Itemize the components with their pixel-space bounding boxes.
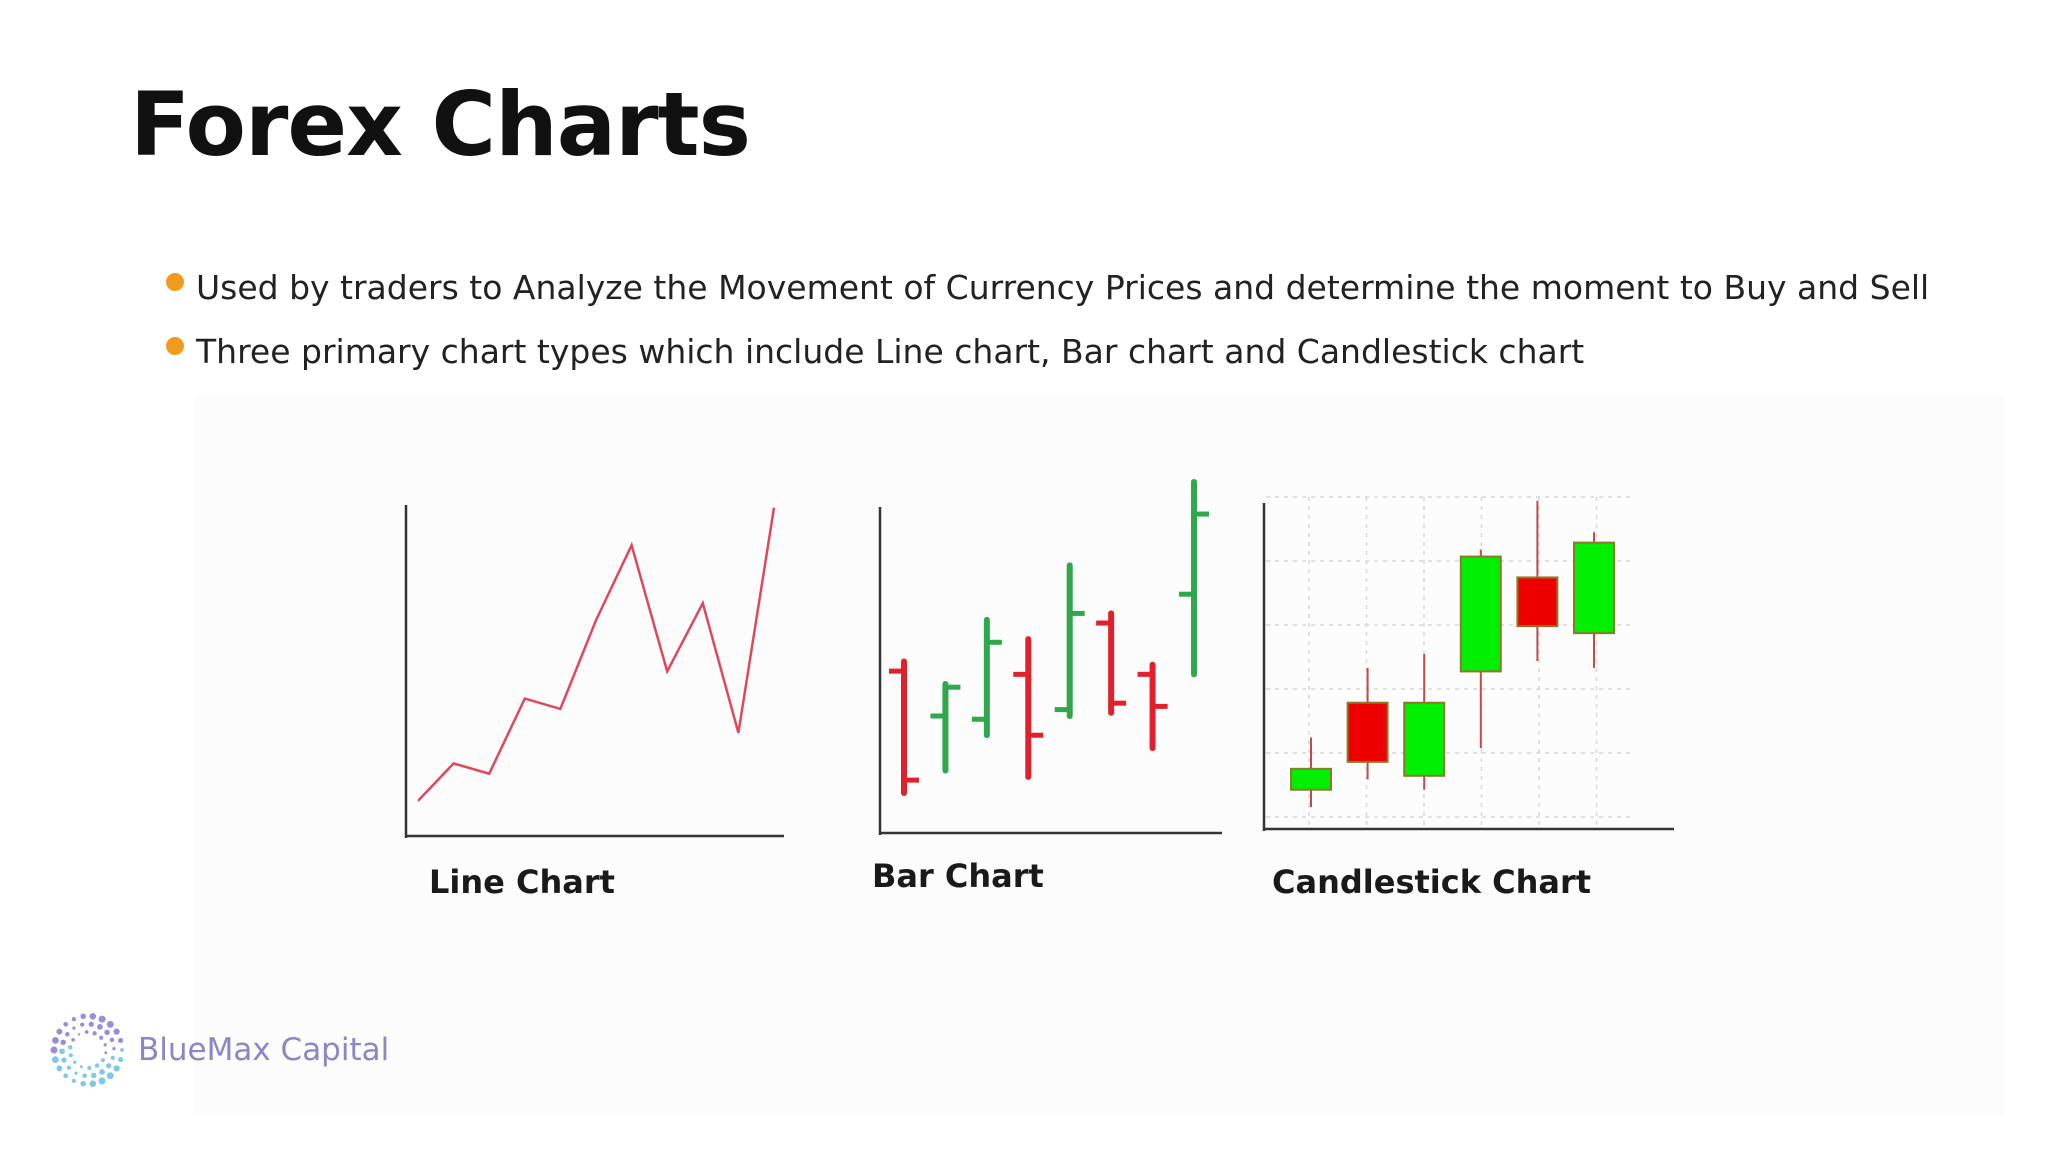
- logo-dot: [71, 1078, 77, 1084]
- logo-dot: [52, 1037, 59, 1044]
- bullet-text: Three primary chart types which include …: [196, 332, 1585, 371]
- logo-dot: [120, 1048, 124, 1052]
- line-chart-panel: Line Chart: [404, 505, 784, 901]
- logo-dot: [71, 1037, 75, 1042]
- chart-types-figure: Line Chart Bar Chart Candlestick Chart: [194, 395, 2004, 1115]
- logo-text: BlueMax Capital: [138, 1032, 390, 1068]
- logo-dot: [56, 1065, 63, 1072]
- candle-body: [1403, 701, 1446, 777]
- candlestick-grid: [1266, 496, 1634, 827]
- logo-dot: [52, 1056, 59, 1063]
- bullet-item: Three primary chart types which include …: [162, 326, 1929, 390]
- line-series: [417, 507, 776, 802]
- logo-dot: [112, 1047, 116, 1051]
- logo-dot: [68, 1045, 73, 1050]
- bullet-dot-icon: [166, 337, 184, 355]
- bar-chart-panel: Bar Chart: [872, 479, 1222, 895]
- logo-dot: [82, 1073, 87, 1079]
- logo-dot: [113, 1065, 120, 1072]
- logo-dot: [63, 1073, 69, 1079]
- logo-dot: [80, 1022, 85, 1027]
- logo-dot: [59, 1048, 65, 1055]
- bullet-text: Used by traders to Analyze the Movement …: [196, 268, 1930, 307]
- logo-dot: [84, 1030, 89, 1034]
- logo-dot: [94, 1063, 100, 1068]
- logo-dot: [106, 1063, 112, 1069]
- logo-dot: [87, 1066, 92, 1070]
- logo-dot: [74, 1071, 78, 1075]
- logo-dot: [71, 1016, 77, 1022]
- logo-dot: [77, 1033, 81, 1036]
- logo-dot: [110, 1055, 115, 1060]
- candlestick-chart-panel: Candlestick Chart: [1262, 496, 1674, 901]
- logo-dot: [73, 1060, 77, 1064]
- logo-dot: [109, 1037, 115, 1043]
- logo-dot: [65, 1032, 70, 1037]
- line-chart-label: Line Chart: [429, 863, 615, 901]
- logo-dot: [63, 1021, 69, 1027]
- logo-dot: [99, 1035, 104, 1040]
- logo-dot: [79, 1065, 83, 1069]
- logo-dot: [68, 1053, 73, 1058]
- logo-dot: [80, 1080, 86, 1087]
- logo-dot: [92, 1031, 97, 1036]
- bullet-item: Used by traders to Analyze the Movement …: [162, 262, 1929, 326]
- logo-dot: [89, 1013, 97, 1020]
- bullet-list: Used by traders to Analyze the Movement …: [162, 262, 1929, 390]
- logo-dot: [88, 1021, 94, 1027]
- logo-dot: [104, 1029, 110, 1036]
- logo-dot: [118, 1037, 124, 1043]
- candle-body: [1459, 555, 1502, 673]
- dotted-circle-logo-icon: [50, 1013, 124, 1087]
- logo-dot: [98, 1015, 106, 1023]
- logo-dot: [61, 1057, 67, 1063]
- logo-dot: [72, 1026, 76, 1030]
- logo-dot: [103, 1043, 107, 1047]
- bar-chart-label: Bar Chart: [872, 857, 1044, 895]
- candle-body: [1516, 576, 1559, 628]
- logo-dot: [99, 1069, 105, 1075]
- logo-dot: [100, 1058, 105, 1063]
- logo-dot: [97, 1024, 103, 1030]
- logo-dot: [50, 1046, 58, 1054]
- logo-dot: [113, 1028, 120, 1035]
- logo-dot: [118, 1057, 124, 1063]
- logo-dot: [60, 1039, 66, 1046]
- chart-types-illustration: Line Chart Bar Chart Candlestick Chart: [404, 479, 1674, 901]
- candle-body: [1290, 767, 1332, 791]
- logo-dot: [66, 1065, 72, 1070]
- bullet-dot-icon: [166, 273, 184, 291]
- logo-dot: [104, 1051, 108, 1055]
- candle-body: [1346, 701, 1389, 763]
- logo-dot: [89, 1080, 97, 1087]
- logo-dot: [106, 1020, 114, 1028]
- candlestick-chart-label: Candlestick Chart: [1272, 863, 1591, 901]
- logo-dot: [56, 1028, 63, 1035]
- logo-dot: [98, 1077, 106, 1085]
- logo-dot: [91, 1072, 97, 1079]
- logo-dot: [106, 1072, 114, 1080]
- logo-dot: [80, 1013, 86, 1020]
- candle-body: [1573, 541, 1615, 635]
- bluemax-logo: BlueMax Capital: [48, 1010, 389, 1090]
- slide-title: Forex Charts: [130, 73, 751, 176]
